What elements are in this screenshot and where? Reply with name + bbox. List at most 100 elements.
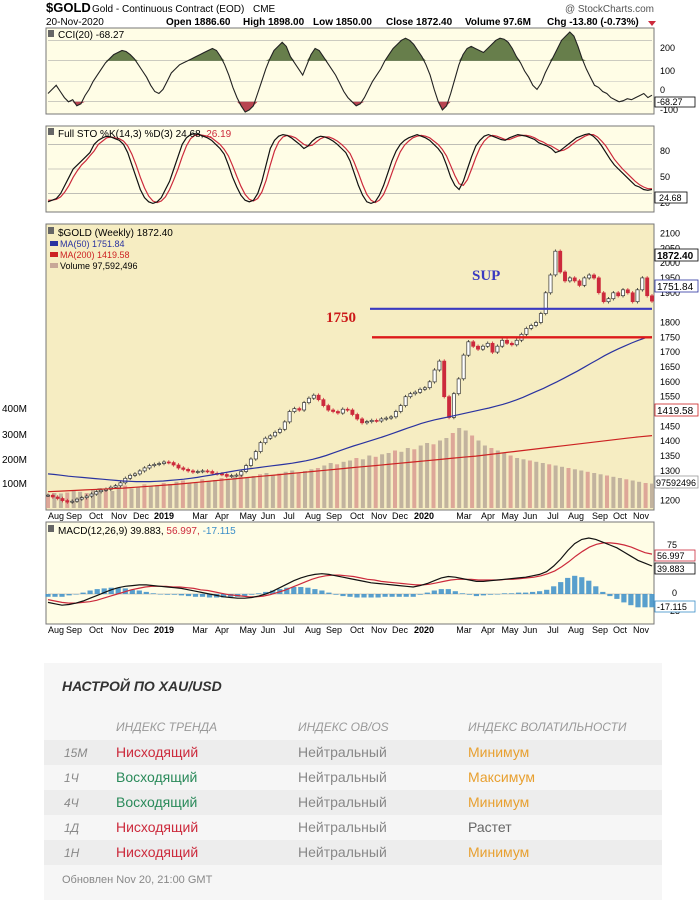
volume-bar <box>283 471 288 509</box>
panel-toggle-icon[interactable] <box>48 128 54 135</box>
price-candle <box>437 360 442 371</box>
price-candle <box>398 405 403 412</box>
macd-hist-bar <box>452 591 458 594</box>
price-candle <box>471 341 476 347</box>
price-candle <box>427 381 432 389</box>
row-trend: Восходящий <box>116 769 198 785</box>
macd-hist-bar <box>242 594 248 597</box>
price-tick: 1350 <box>660 451 680 461</box>
x-axis-label: Jul <box>547 511 559 521</box>
macd-hist-bar <box>291 587 297 594</box>
price-candle <box>355 414 360 420</box>
price-candle <box>650 295 654 302</box>
volume-bar <box>200 479 205 509</box>
price-candle <box>466 341 471 356</box>
price-candle <box>635 289 640 303</box>
macd-hist-bar <box>164 594 170 595</box>
panel-toggle-icon[interactable] <box>48 525 54 532</box>
volume-bar <box>643 483 648 508</box>
volume-bar <box>495 450 500 508</box>
macd-hist-bar <box>649 594 655 608</box>
price-candle <box>563 271 567 282</box>
macd-hist-bar <box>635 594 641 608</box>
volume-bar <box>52 493 57 508</box>
price-candle <box>360 418 365 424</box>
x-axis-label: 2019 <box>154 625 174 635</box>
macd-hist-bar <box>249 594 255 595</box>
price-candle <box>195 471 200 473</box>
price-candle <box>640 277 645 291</box>
price-tick: 1700 <box>660 347 680 357</box>
x-axis-label: Dec <box>133 511 150 521</box>
price-candle <box>253 451 258 460</box>
x-axis-label: Mar <box>192 511 208 521</box>
price-candle <box>171 462 176 466</box>
panel-toggle-icon[interactable] <box>48 30 54 37</box>
price-candle <box>606 298 611 303</box>
macd-hist-bar <box>157 594 163 595</box>
price-candle <box>133 473 137 476</box>
x-axis-label: Apr <box>481 625 495 635</box>
price-candle <box>485 342 490 347</box>
volume-bar <box>174 481 179 509</box>
volume-bar <box>592 473 597 508</box>
price-candle <box>596 277 601 294</box>
price-candle <box>340 408 345 414</box>
sto-tick: 50 <box>660 172 670 182</box>
volume-bar <box>540 463 545 508</box>
x-axis-label: May <box>239 625 257 635</box>
volume-bar <box>148 486 153 508</box>
volume-bar <box>470 435 475 508</box>
x-axis-label: Jul <box>547 625 559 635</box>
volume-bar <box>585 471 590 509</box>
price-candle <box>592 274 596 279</box>
volume-bar <box>206 481 211 508</box>
price-candle <box>152 464 157 466</box>
volume-tick: 200M <box>2 455 27 466</box>
price-candle <box>374 420 379 422</box>
volume-bar <box>572 469 577 509</box>
price-candle <box>389 416 394 419</box>
panel-toggle-icon[interactable] <box>48 227 54 234</box>
cci-last-value: -68.27 <box>657 97 683 107</box>
macd-hist-bar <box>94 589 100 594</box>
price-candle <box>369 420 374 422</box>
macd-hist-bar <box>558 582 564 594</box>
price-candle <box>118 482 123 487</box>
volume-bar <box>405 448 410 508</box>
volume-bar <box>450 433 455 508</box>
price-candle <box>60 498 65 501</box>
cci-tick: 0 <box>660 85 665 95</box>
macd-hist-bar <box>516 592 522 594</box>
price-tick: 1750 <box>660 332 680 342</box>
x-axis-label: Aug <box>305 625 321 635</box>
x-axis-label: Dec <box>392 511 409 521</box>
x-axis-label: Nov <box>111 511 128 521</box>
macd-hist-bar <box>73 594 79 595</box>
volume-bar <box>438 440 442 508</box>
macd-hist-bar <box>508 593 515 594</box>
quote-high: High 1898.00 <box>243 17 305 28</box>
price-candle <box>384 417 389 420</box>
macd-hist-bar <box>59 594 65 597</box>
x-axis-label: Mar <box>456 625 472 635</box>
price-candle <box>84 495 89 498</box>
volume-bar <box>598 474 603 509</box>
row-obos: Нейтральный <box>298 794 387 810</box>
volume-tick: 300M <box>2 430 27 441</box>
x-axis-label: Dec <box>133 625 150 635</box>
macd-hist-bar <box>494 594 501 595</box>
cci-tick: -100 <box>660 105 678 115</box>
x-axis-label: Jun <box>523 625 538 635</box>
price-candle <box>210 471 215 474</box>
price-candle <box>311 394 316 399</box>
row-obos: Нейтральный <box>298 844 387 860</box>
x-axis-label: Oct <box>89 511 104 521</box>
macd-hist-bar <box>544 589 550 594</box>
sentiment-row: 4Ч Восходящий Нейтральный Минимум <box>44 790 662 815</box>
sentiment-row: 1Ч Восходящий Нейтральный Максимум <box>44 765 662 790</box>
price-candle <box>326 405 331 411</box>
volume-bar <box>508 455 513 508</box>
x-axis-label: Aug <box>48 625 64 635</box>
volume-bar <box>386 453 391 508</box>
